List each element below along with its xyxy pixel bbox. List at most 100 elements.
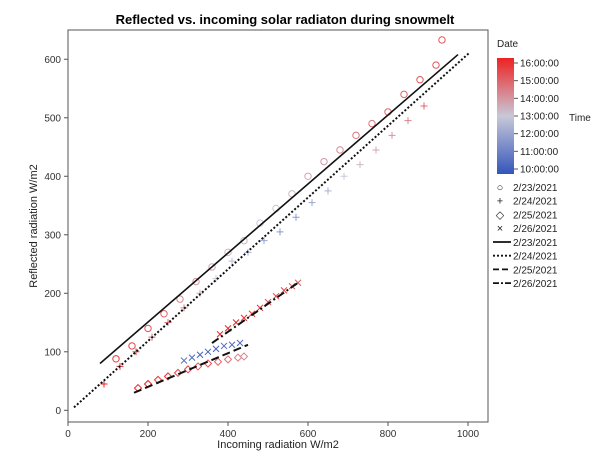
legend: Date 10:00:00 11:00:00 12:00:00 13:00:00 14:…: [493, 39, 591, 290]
fit-line: [99, 53, 459, 365]
x-tick-label: 0: [65, 429, 71, 440]
data-point: [276, 228, 284, 236]
y-axis-label: Reflected radiation W/m2: [28, 164, 40, 288]
data-point: [240, 236, 248, 245]
colorbar-tick-label: 16:00:00: [520, 59, 559, 70]
y-tick-label: 0: [55, 406, 61, 417]
y-tick-label: 100: [44, 347, 61, 358]
legend-marker-label: 2/26/2021: [513, 224, 558, 235]
plot-area: [67, 29, 489, 423]
colorbar-tick-label: 10:00:00: [520, 165, 559, 176]
x-axis: 0 200 400 600 800 1000: [65, 422, 480, 440]
data-point: [372, 146, 380, 154]
data-point: [164, 319, 172, 327]
data-point: [173, 368, 183, 378]
data-point: [132, 348, 140, 356]
fit-line: [133, 343, 249, 394]
data-point: [320, 157, 328, 166]
data-point: [340, 172, 348, 180]
data-point: [356, 161, 364, 169]
data-point: [220, 342, 228, 350]
data-point: [416, 76, 424, 84]
data-point: [368, 119, 376, 128]
data-point: [232, 319, 240, 326]
legend-marker-label: 2/25/2021: [513, 210, 558, 221]
colorbar-tick-label: 13:00:00: [520, 112, 559, 123]
y-tick-label: 500: [44, 113, 61, 124]
y-tick-label: 400: [44, 172, 61, 183]
data-point: [388, 131, 396, 139]
legend-title: Date: [497, 39, 519, 50]
data-point: [352, 131, 360, 140]
data-point: [208, 263, 216, 271]
data-point: [256, 304, 264, 312]
data-point: [223, 355, 233, 364]
legend-line-label: 2/23/2021: [513, 238, 558, 249]
legend-line-label: 2/25/2021: [513, 265, 558, 276]
data-point: [192, 277, 200, 286]
x-tick-label: 1000: [457, 429, 480, 440]
legend-marker-symbol: ◇: [496, 209, 505, 221]
data-point: [308, 199, 316, 207]
colorbar-tick-label: 11:00:00: [520, 147, 559, 158]
data-point: [260, 237, 268, 245]
data-point: [336, 146, 344, 154]
y-tick-label: 600: [44, 55, 61, 66]
data-point: [128, 342, 136, 350]
legend-marker-symbol: ×: [497, 223, 503, 235]
data-point: [400, 90, 408, 99]
legend-line-label: 2/26/2021: [513, 279, 558, 290]
data-point: [248, 310, 256, 318]
fit-line: [211, 281, 299, 344]
legend-marker-symbol: ○: [497, 182, 504, 194]
data-point: [304, 172, 312, 180]
data-point: [292, 213, 300, 221]
data-point: [196, 351, 204, 359]
data-point: [144, 324, 152, 333]
data-point: [228, 341, 236, 349]
colorbar-tick-label: 15:00:00: [520, 76, 559, 87]
legend-marker-symbol: +: [497, 196, 503, 208]
data-point: [180, 357, 188, 364]
colorbar-ticks: 10:00:00 11:00:00 12:00:00 13:00:00 14:00:00…: [514, 59, 559, 176]
legend-line-label: 2/24/2021: [513, 252, 558, 263]
data-point: [112, 355, 120, 363]
chart-title: Reflected vs. incoming solar radiaton du…: [116, 12, 455, 27]
data-point: [228, 257, 236, 265]
data-point: [280, 287, 288, 294]
data-point: [420, 102, 428, 110]
marker-legend: ○ 2/23/2021 + 2/24/2021 ◇ 2/25/2021 × 2/26/2021: [496, 182, 558, 235]
line-legend: 2/23/2021 2/24/2021 2/25/2021 2/26/2021: [493, 238, 558, 290]
data-point: [224, 248, 232, 257]
data-point: [188, 354, 196, 361]
data-point: [432, 61, 440, 69]
data-point: [438, 36, 446, 44]
data-point: [213, 357, 223, 366]
data-points: [100, 36, 446, 393]
data-point: [240, 314, 248, 322]
x-axis-label: Incoming radiation W/m2: [217, 439, 339, 451]
colorbar: [497, 58, 514, 174]
x-tick-label: 400: [220, 429, 237, 440]
x-tick-label: 200: [140, 429, 157, 440]
colorbar-label: Time: [569, 113, 591, 124]
colorbar-tick-label: 14:00:00: [520, 94, 559, 105]
data-point: [163, 372, 173, 381]
data-point: [176, 295, 184, 303]
legend-marker-label: 2/23/2021: [513, 183, 558, 194]
x-tick-label: 800: [380, 429, 397, 440]
data-point: [404, 117, 412, 125]
data-point: [212, 345, 220, 353]
data-point: [239, 352, 249, 361]
fit-line: [73, 51, 471, 409]
data-point: [160, 310, 168, 318]
data-point: [324, 187, 332, 195]
data-point: [272, 292, 280, 300]
fit-lines: [73, 51, 471, 409]
data-point: [193, 362, 203, 371]
data-point: [204, 348, 212, 356]
legend-marker-label: 2/24/2021: [513, 197, 558, 208]
y-axis: 0 100 200 300 400 500 600: [44, 55, 68, 417]
